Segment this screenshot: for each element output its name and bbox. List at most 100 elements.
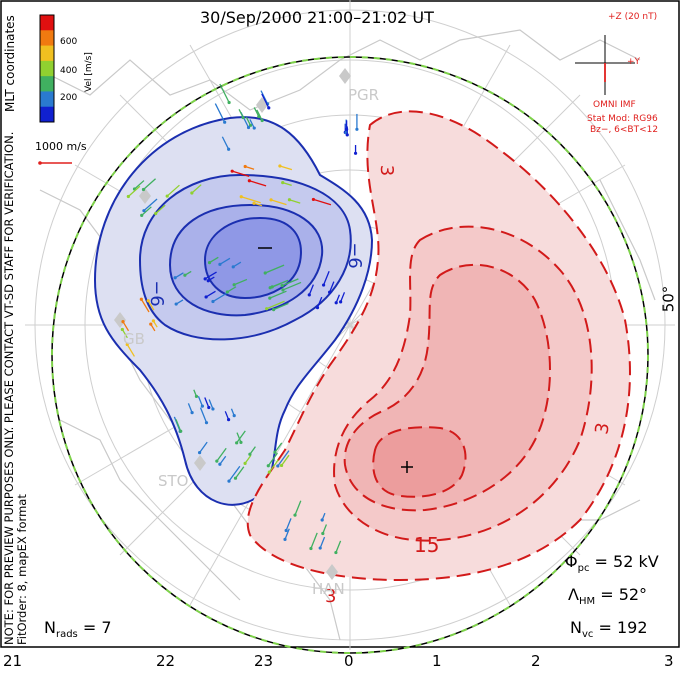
nvc-symbol: N [570, 618, 582, 637]
velocity-vector-origin [268, 286, 272, 290]
velocity-vector [209, 256, 219, 264]
velocity-vector-origin [355, 127, 359, 131]
velocity-vector-origin [281, 288, 285, 292]
velocity-vector [216, 447, 227, 462]
velocity-vector [219, 83, 230, 103]
velocity-vector [174, 272, 184, 279]
colorbar-segment [40, 106, 54, 123]
velocity-vector-origin [276, 464, 280, 468]
velocity-vector-origin [239, 440, 243, 444]
mlt-tick-2: 2 [531, 652, 541, 670]
velocity-vector [204, 271, 217, 280]
velocity-vector-origin [252, 126, 256, 130]
velocity-vector-origin [139, 297, 143, 301]
velocity-vector-origin [165, 194, 169, 198]
velocity-vector [316, 296, 323, 308]
velocity-vector-origin [232, 414, 236, 418]
velocity-vector-origin [309, 546, 313, 551]
velocity-vector-origin [246, 125, 251, 130]
velocity-vector-origin [247, 179, 251, 183]
velocity-colorbar [40, 15, 54, 123]
velocity-vector-origin [339, 300, 343, 304]
nrads-symbol: N [44, 618, 56, 637]
velocity-vector-origin [190, 191, 194, 195]
imf-y-label: +Y [627, 57, 641, 67]
velocity-vector-origin [315, 306, 320, 310]
velocity-vector-origin [243, 164, 247, 169]
station-label-gb: GB [123, 330, 145, 348]
velocity-vector-origin [265, 307, 269, 311]
velocity-vector-origin [273, 450, 277, 454]
mlt-tick-3: 3 [664, 652, 674, 670]
velocity-vector-origin [149, 322, 153, 326]
velocity-vector [228, 465, 241, 482]
velocity-vector [282, 281, 302, 291]
scale-label: 1000 m/s [35, 140, 87, 153]
colorbar-frame [39, 14, 55, 123]
velocity-vector [322, 270, 330, 286]
station-gb-marker [114, 312, 126, 328]
mlt-tick-21: 21 [3, 652, 23, 670]
velocity-vector-origin [283, 537, 287, 541]
velocity-vector [199, 441, 208, 453]
velocity-vector-origin [121, 320, 125, 324]
velocity-vector-origin [278, 164, 282, 168]
velocity-vector [241, 196, 261, 204]
velocity-vector-origin [141, 187, 146, 192]
velocity-vector [234, 466, 245, 479]
velocity-vector-origin [232, 283, 236, 287]
velocity-vector-origin [233, 476, 238, 480]
velocity-vector-origin [227, 100, 231, 105]
velocity-vector-origin [281, 181, 285, 185]
velocity-vector-origin [239, 195, 243, 199]
velocity-vector [147, 300, 155, 311]
velocity-vector [175, 419, 182, 432]
velocity-vector [166, 184, 180, 197]
velocity-vector [264, 264, 285, 274]
contour-label-15: 15 [414, 533, 440, 557]
velocity-vector [232, 170, 250, 178]
phi-symbol: Φ [565, 552, 578, 571]
velocity-vector-origin [203, 277, 207, 281]
velocity-vector [236, 430, 246, 444]
velocity-vector-origin [260, 118, 264, 123]
velocity-vector-origin [334, 301, 338, 305]
velocity-vector-origin [142, 209, 146, 213]
velocity-vector [281, 454, 290, 466]
velocity-vector [279, 165, 293, 171]
velocity-vector [329, 281, 335, 293]
velocity-vector-origin [284, 528, 288, 533]
positive-potential-cell [246, 110, 631, 582]
velocity-vector-origin [140, 213, 144, 217]
velocity-vector-origin [267, 470, 271, 474]
velocity-vector [284, 528, 290, 540]
velocity-vector-origin [235, 441, 239, 445]
velocity-vector [219, 455, 227, 465]
velocity-vector [227, 286, 237, 293]
velocity-vector-origin [179, 429, 183, 433]
contour-label-neg6: −6 [343, 242, 365, 269]
velocity-vector [274, 442, 283, 453]
velocity-vector [212, 292, 228, 303]
latitude-label: 50° [659, 285, 678, 313]
station-label-han: HAN [312, 580, 345, 598]
velocity-vector [233, 278, 248, 286]
velocity-vector-origin [321, 283, 326, 287]
velocity-vector [277, 450, 290, 467]
velocity-vector [219, 257, 231, 265]
radar-count: Nrads = 7 [44, 618, 112, 640]
cross-polar-potential: Φpc = 52 kV [565, 552, 659, 574]
velocity-vector-origin [200, 404, 204, 408]
velocity-vector [122, 321, 130, 332]
velocity-vector [313, 198, 332, 206]
mlt-tick-0: 0 [344, 652, 354, 670]
velocity-vector-origin [207, 261, 212, 265]
stat-model: Stat Mod: RG96 [587, 114, 658, 124]
velocity-vector-origin [194, 394, 199, 398]
velocity-vector [134, 180, 145, 190]
velocity-vector-origin [257, 114, 261, 119]
velocity-vector-origin [248, 452, 252, 456]
velocity-vector-origin [215, 459, 219, 463]
velocity-vector-origin [307, 293, 311, 297]
velocity-vector [140, 298, 150, 313]
